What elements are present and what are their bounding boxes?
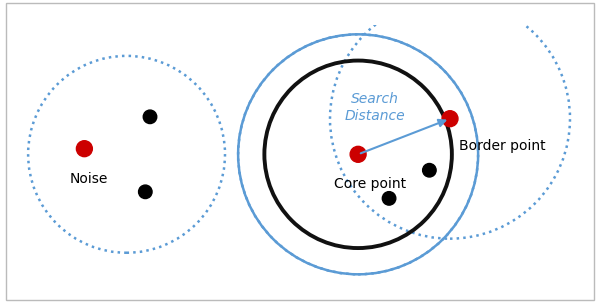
Text: Noise: Noise	[70, 172, 108, 186]
Circle shape	[139, 185, 152, 198]
Text: Search
Distance: Search Distance	[344, 92, 406, 123]
Circle shape	[350, 146, 366, 162]
Circle shape	[143, 110, 157, 124]
Circle shape	[442, 111, 458, 127]
Circle shape	[382, 191, 396, 205]
Circle shape	[422, 164, 436, 177]
Text: Border point: Border point	[460, 139, 546, 153]
Text: Core point: Core point	[334, 177, 406, 191]
Circle shape	[76, 141, 92, 157]
